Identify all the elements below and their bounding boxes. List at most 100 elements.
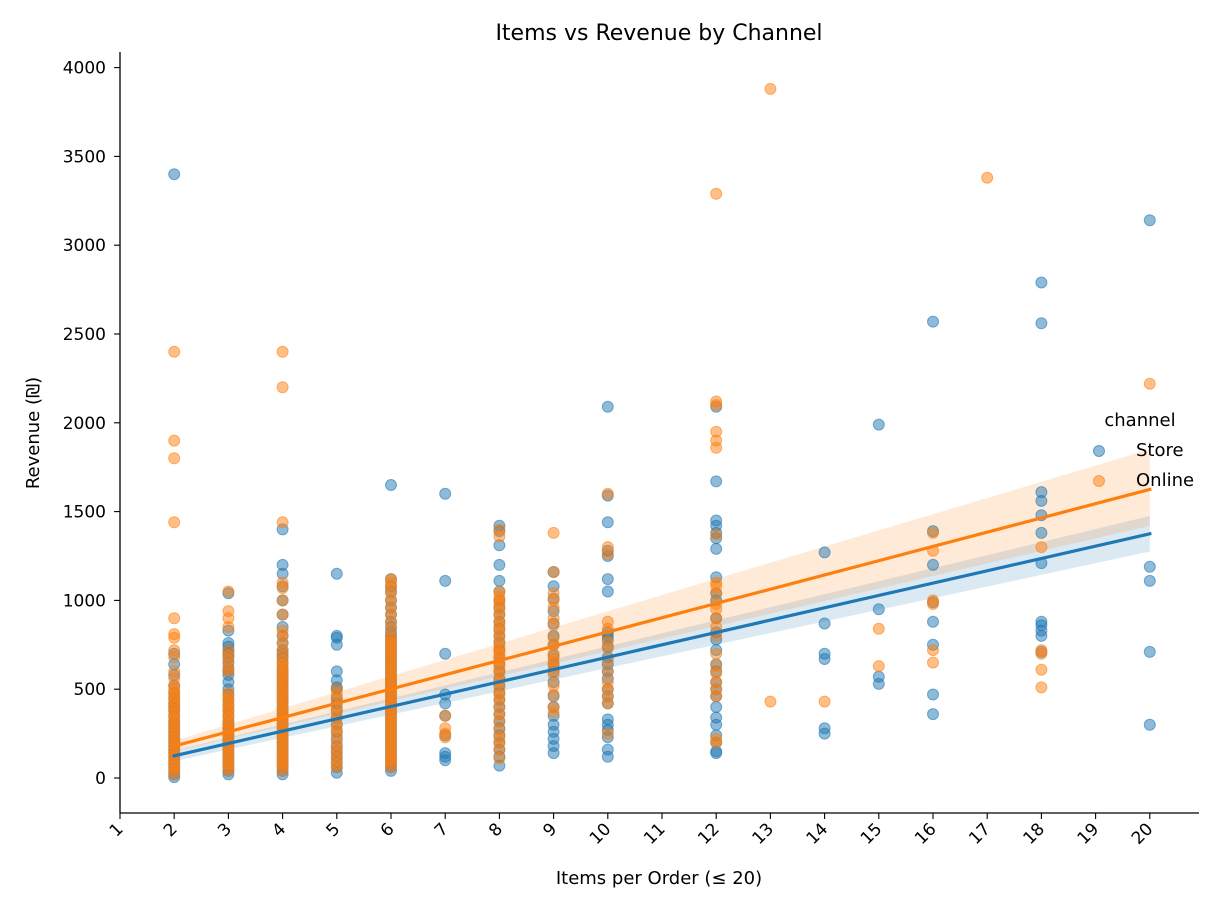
data-point <box>222 764 235 777</box>
data-point <box>927 526 939 539</box>
data-point <box>818 653 831 665</box>
data-point <box>601 750 614 763</box>
data-point <box>601 665 614 678</box>
x-tick-label: 3 <box>214 819 236 841</box>
data-point <box>981 171 994 184</box>
data-point <box>1143 214 1156 227</box>
data-point <box>927 688 939 701</box>
data-point <box>439 647 452 660</box>
data-point <box>1035 663 1048 676</box>
data-point <box>168 516 181 529</box>
x-tick-label: 17 <box>965 819 994 848</box>
data-point <box>439 487 452 500</box>
y-tick-label: 1500 <box>63 503 106 523</box>
data-point <box>710 587 723 600</box>
x-tick-label: 12 <box>694 819 723 848</box>
data-point <box>168 168 181 181</box>
data-point <box>601 642 614 655</box>
data-point <box>168 651 181 664</box>
data-point <box>601 548 614 561</box>
data-point <box>710 399 723 411</box>
x-tick-label: 19 <box>1074 819 1103 848</box>
data-point <box>276 582 289 594</box>
data-points <box>168 82 1156 784</box>
data-point <box>1143 574 1156 587</box>
x-tick-label: 15 <box>857 819 886 848</box>
plot-area <box>168 82 1156 784</box>
data-point <box>1143 560 1156 573</box>
legend-label-online: Online <box>1136 470 1194 491</box>
data-point <box>168 452 181 465</box>
data-point <box>1035 681 1048 694</box>
data-point <box>1035 526 1048 539</box>
data-point <box>818 617 831 630</box>
data-point <box>276 608 289 621</box>
data-point <box>872 622 885 635</box>
y-tick-label: 3500 <box>63 147 106 167</box>
legend-label-store: Store <box>1136 440 1184 461</box>
legend-marker-online <box>1093 475 1105 487</box>
data-point <box>710 747 723 760</box>
data-point <box>547 601 560 614</box>
y-tick-label: 4000 <box>63 59 106 79</box>
data-point <box>493 574 506 587</box>
data-point <box>710 441 723 454</box>
data-point <box>168 434 181 447</box>
y-tick-label: 2000 <box>63 414 106 434</box>
data-point <box>1035 629 1048 642</box>
data-point <box>710 542 723 555</box>
x-tick-label: 13 <box>748 819 777 848</box>
data-point <box>168 768 181 781</box>
data-point <box>439 709 452 722</box>
data-point <box>872 660 885 673</box>
data-point <box>1035 276 1048 289</box>
x-tick-label: 9 <box>539 819 561 841</box>
data-point <box>710 690 723 703</box>
x-tick-label: 20 <box>1128 819 1157 848</box>
data-point <box>439 574 452 587</box>
series-online <box>168 82 1156 781</box>
data-point <box>276 381 289 394</box>
x-tick-label: 1 <box>106 819 128 841</box>
data-point <box>547 566 560 578</box>
data-point <box>547 706 560 719</box>
data-point <box>222 665 235 678</box>
x-tick-label: 14 <box>803 819 832 848</box>
data-point <box>710 718 723 731</box>
data-point <box>493 752 506 765</box>
data-point <box>1035 647 1048 660</box>
data-point <box>764 82 777 95</box>
legend: channel Store Online <box>1093 410 1194 491</box>
data-point <box>439 754 452 767</box>
data-point <box>547 747 560 760</box>
x-tick-label: 5 <box>323 819 345 841</box>
data-point <box>601 585 614 598</box>
trend-line-online <box>172 487 1152 748</box>
data-point <box>1143 645 1156 658</box>
data-point <box>601 516 614 529</box>
data-point <box>710 475 723 488</box>
data-point <box>710 647 723 660</box>
data-point <box>764 695 777 708</box>
y-tick-label: 0 <box>95 769 106 789</box>
y-axis-label: Revenue (₪) <box>23 377 44 489</box>
data-point <box>1143 377 1156 390</box>
data-point <box>330 761 343 774</box>
data-point <box>330 567 343 580</box>
series-store <box>168 168 1156 784</box>
data-point <box>927 656 939 669</box>
data-point <box>927 315 939 328</box>
data-point <box>927 558 939 571</box>
data-point <box>872 418 885 431</box>
data-point <box>168 612 181 625</box>
data-point <box>439 697 452 710</box>
data-point <box>818 546 831 559</box>
legend-title: channel <box>1104 410 1175 431</box>
data-point <box>927 598 939 610</box>
data-point <box>276 594 289 607</box>
data-point <box>872 677 885 690</box>
x-tick-label: 10 <box>586 819 615 848</box>
data-point <box>385 479 397 491</box>
data-point <box>385 761 397 774</box>
data-point <box>168 631 181 644</box>
